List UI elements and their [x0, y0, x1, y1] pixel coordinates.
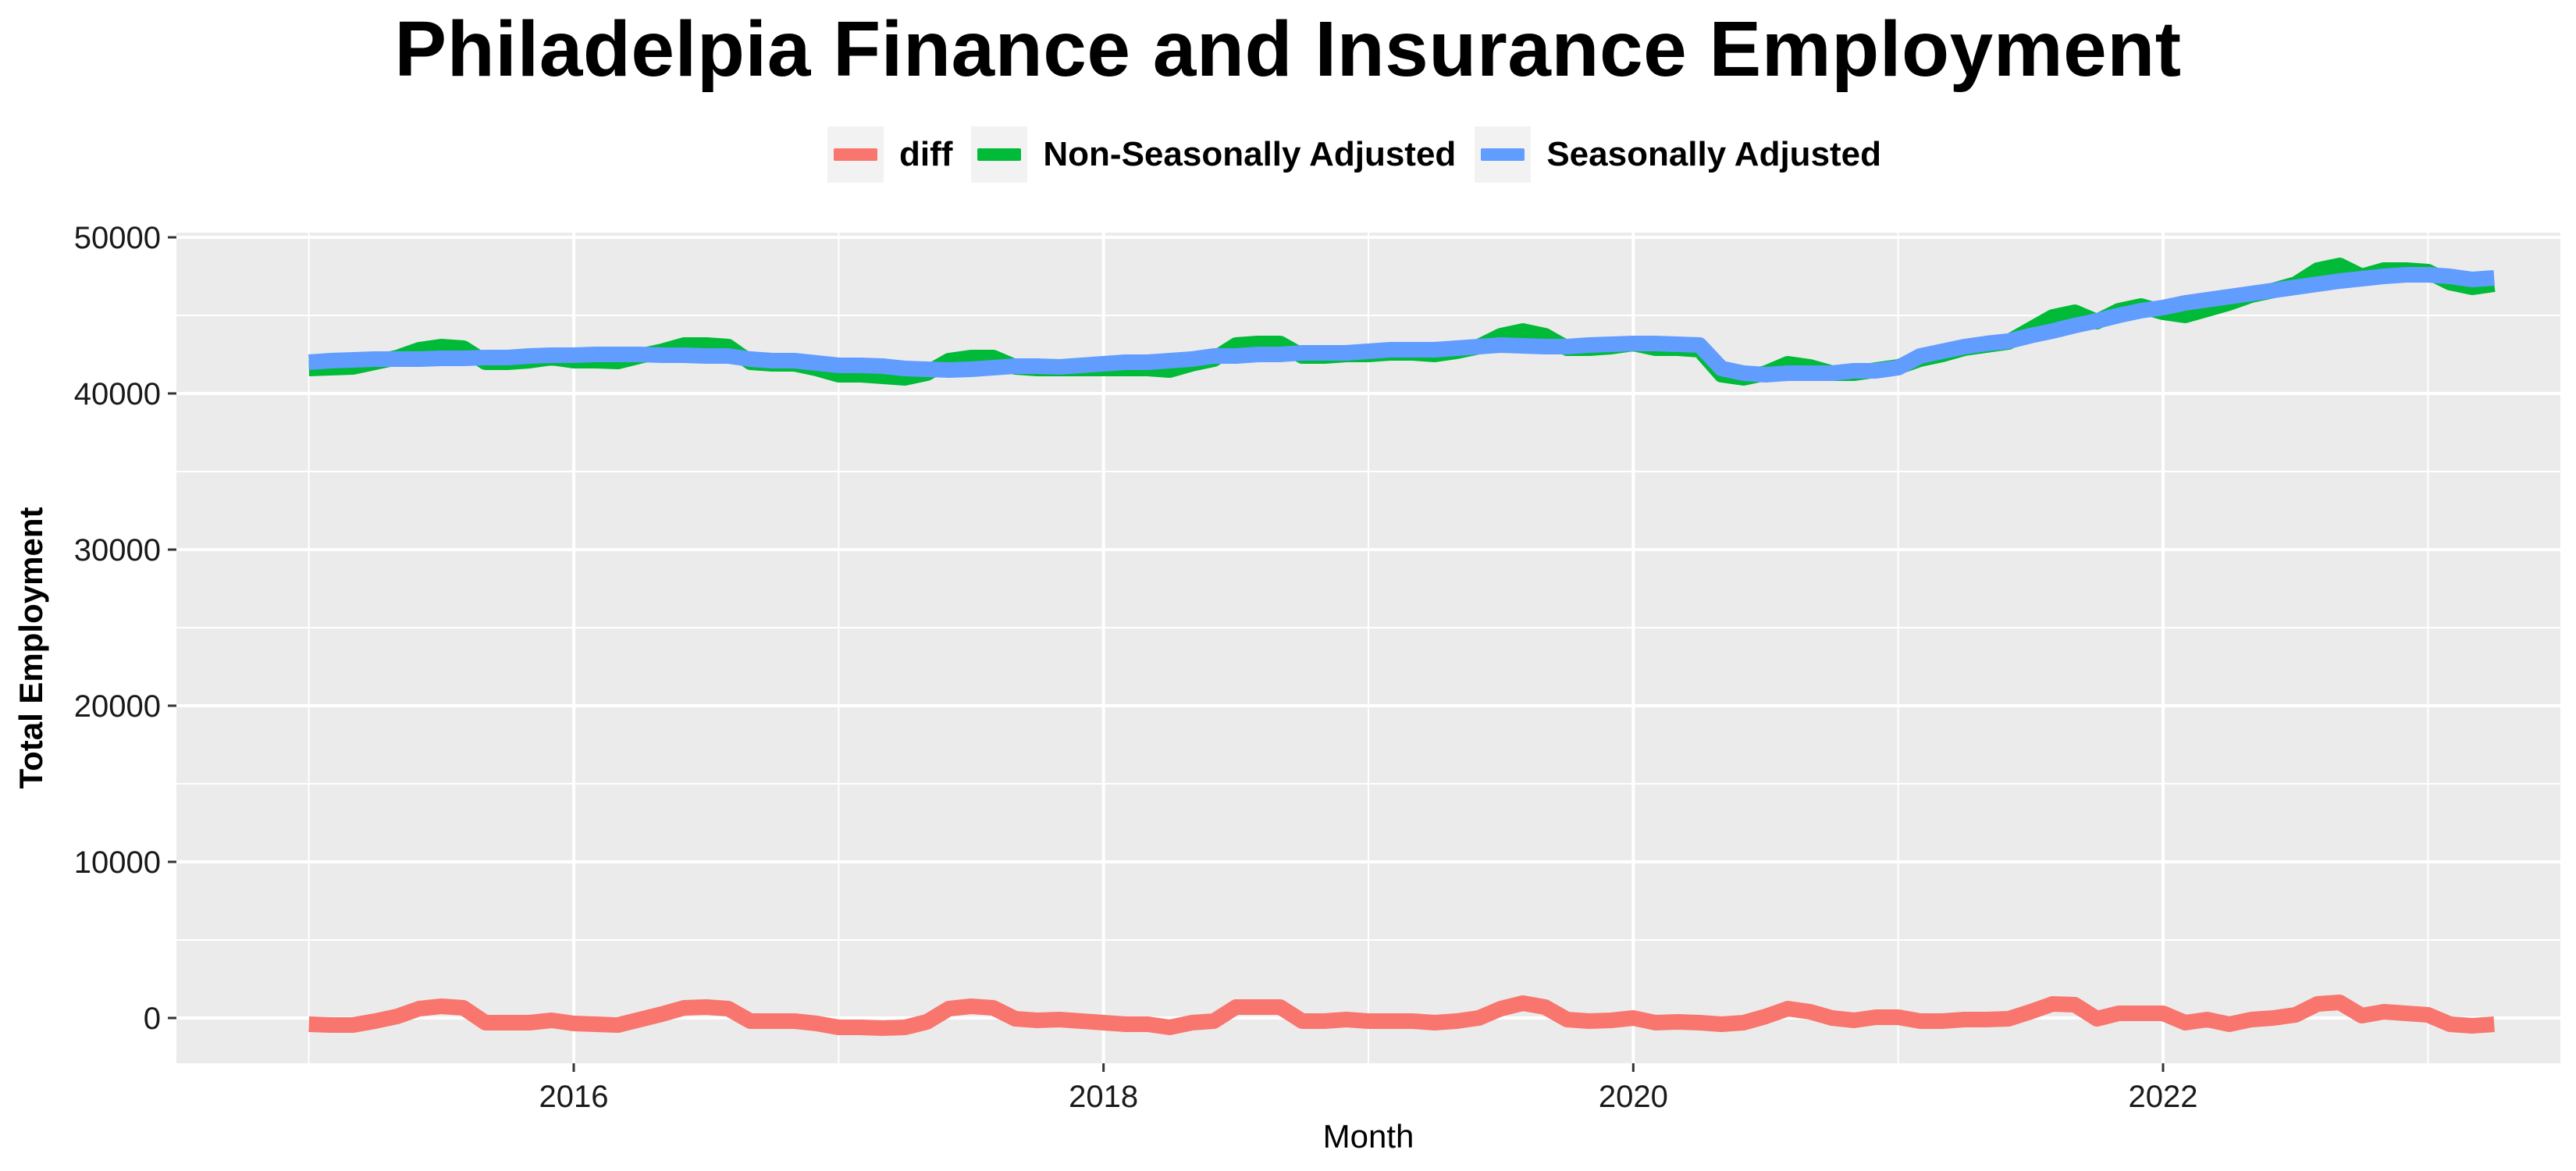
legend-swatch-diff — [834, 148, 877, 161]
series-layer — [308, 258, 2496, 1036]
series-line-seasonally-adjusted — [308, 267, 2495, 383]
y-tick-label: 40000 — [74, 377, 161, 411]
legend-item-seasonally-adjusted: Seasonally Adjusted — [1475, 126, 1881, 183]
legend-item-diff: diff — [827, 126, 952, 183]
chart-title: Philadelpia Finance and Insurance Employ… — [394, 5, 2182, 93]
y-tick-label: 30000 — [74, 533, 161, 568]
x-tick-label: 2020 — [1599, 1080, 1668, 1114]
legend-key-diff — [827, 126, 884, 183]
legend-key-non-seasonally-adjusted — [971, 126, 1028, 183]
y-tick-label: 0 — [144, 1002, 161, 1036]
legend-label-non-seasonally-adjusted: Non-Seasonally Adjusted — [1043, 135, 1457, 173]
legend-label-seasonally-adjusted: Seasonally Adjusted — [1546, 135, 1882, 173]
legend-swatch-non-seasonally-adjusted — [977, 148, 1022, 161]
axes: 0 10000 20000 30000 40000 50000 2016 2018 2020 20… — [74, 221, 2198, 1114]
legend-swatch-seasonally-adjusted — [1481, 148, 1525, 161]
legend-key-seasonally-adjusted — [1475, 126, 1532, 183]
y-axis-title: Total Employment — [12, 507, 49, 789]
series-line-diff — [308, 995, 2495, 1036]
x-axis-title: Month — [1323, 1118, 1414, 1155]
y-tick-label: 50000 — [74, 221, 161, 255]
legend: diff Non-Seasonally Adjusted Seasonally … — [827, 123, 1900, 186]
x-tick-label: 2016 — [539, 1080, 609, 1114]
legend-label-diff: diff — [899, 135, 953, 173]
legend-item-non-seasonally-adjusted: Non-Seasonally Adjusted — [971, 126, 1456, 183]
y-tick-label: 10000 — [74, 845, 161, 880]
y-tick-label: 20000 — [74, 689, 161, 724]
x-tick-label: 2018 — [1069, 1080, 1138, 1114]
x-tick-label: 2022 — [2129, 1080, 2198, 1114]
